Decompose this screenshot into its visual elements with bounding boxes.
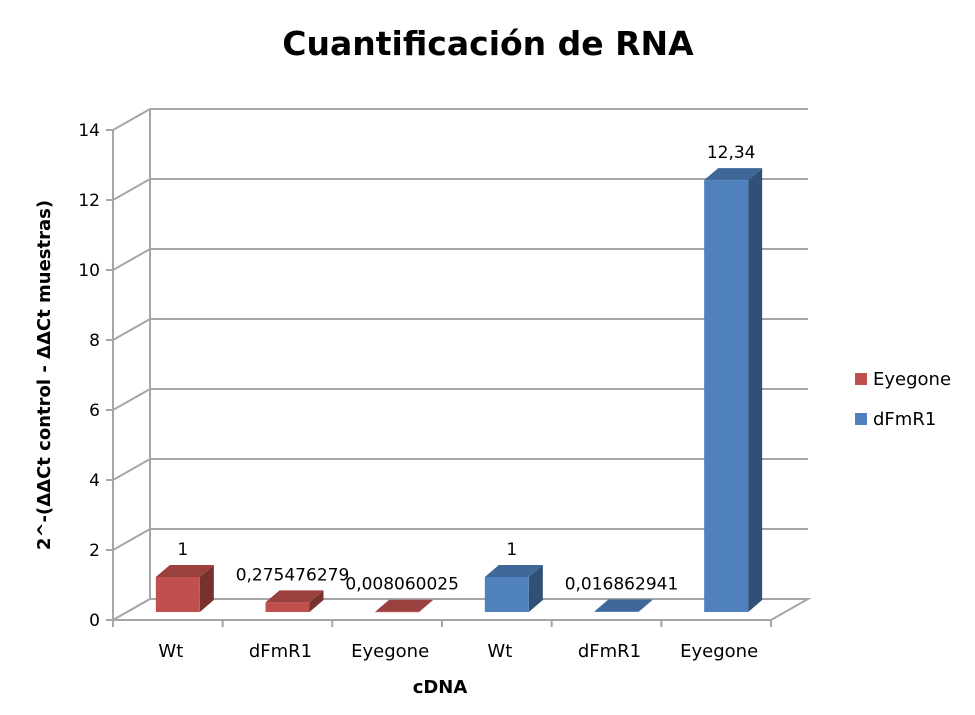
bar: [155, 565, 214, 612]
data-label: 1: [177, 540, 188, 560]
bars: [155, 168, 763, 613]
wall-gridline: [112, 318, 151, 341]
x-tick-label: Wt: [487, 641, 512, 662]
wall-gridline: [112, 248, 151, 271]
data-label: 1: [506, 540, 517, 560]
legend-swatch: [855, 373, 867, 385]
bar-top: [265, 590, 324, 603]
y-tick-label: 0: [89, 611, 100, 631]
wall-gridline: [112, 388, 151, 411]
bar-side: [199, 565, 214, 612]
wall-gridline: [112, 108, 151, 131]
data-label: 0,016862941: [565, 574, 679, 594]
bar-side: [419, 599, 434, 612]
x-tick-label: Wt: [158, 641, 183, 662]
bar-side: [309, 590, 324, 612]
legend-label: Eyegone: [873, 369, 951, 390]
y-tick-label: 4: [89, 471, 100, 491]
bar-top: [155, 565, 214, 577]
plot-area: 0 2 4 6 8 10 12 14 Wt dFmR1 Eyegone Wt dFmR1 Eyegone: [78, 108, 812, 662]
data-label: 0,275476279: [236, 565, 350, 585]
bar-front: [265, 602, 310, 612]
wall-gridline: [112, 528, 151, 551]
legend-item: dFmR1: [855, 409, 936, 430]
bar-front: [484, 577, 529, 612]
floor: [109, 598, 812, 621]
x-axis-title: cDNA: [413, 677, 468, 698]
bar: [704, 168, 763, 612]
x-tick-label: Eyegone: [351, 641, 429, 662]
bar-side: [528, 565, 543, 612]
data-label: 12,34: [707, 143, 756, 163]
bar-front: [594, 611, 639, 612]
y-tick-label: 14: [78, 121, 100, 141]
chart-title: Cuantificación de RNA: [282, 24, 694, 63]
bar-top: [704, 168, 763, 181]
data-label: 0,008060025: [345, 575, 459, 595]
bar-side: [748, 168, 763, 612]
legend: Eyegone dFmR1: [855, 369, 951, 430]
legend-label: dFmR1: [873, 409, 936, 430]
y-tick-label: 2: [89, 541, 100, 561]
legend-swatch: [855, 413, 867, 425]
legend-item: Eyegone: [855, 369, 951, 390]
y-tick-label: 8: [89, 331, 100, 351]
y-tick-label: 10: [78, 261, 100, 281]
y-axis-title: 2^-(ΔΔCt control - ΔΔCt muestras): [34, 200, 55, 550]
bar: [265, 590, 324, 612]
wall-gridline: [112, 178, 151, 201]
bar-top: [375, 599, 434, 612]
bar-front: [155, 577, 200, 612]
x-tick-label: dFmR1: [578, 641, 641, 662]
x-tick-label: Eyegone: [680, 641, 758, 662]
wall-gridline: [112, 458, 151, 481]
bar-front: [375, 611, 420, 613]
bar-side: [638, 599, 653, 612]
bar: [375, 599, 434, 613]
y-tick-label: 6: [89, 401, 100, 421]
bar-top: [484, 565, 543, 577]
bar: [484, 565, 543, 612]
bar: [594, 599, 653, 612]
bar-top: [594, 599, 653, 612]
bar-front: [704, 180, 749, 612]
x-tick-label: dFmR1: [249, 641, 312, 662]
y-tick-label: 12: [78, 191, 100, 211]
